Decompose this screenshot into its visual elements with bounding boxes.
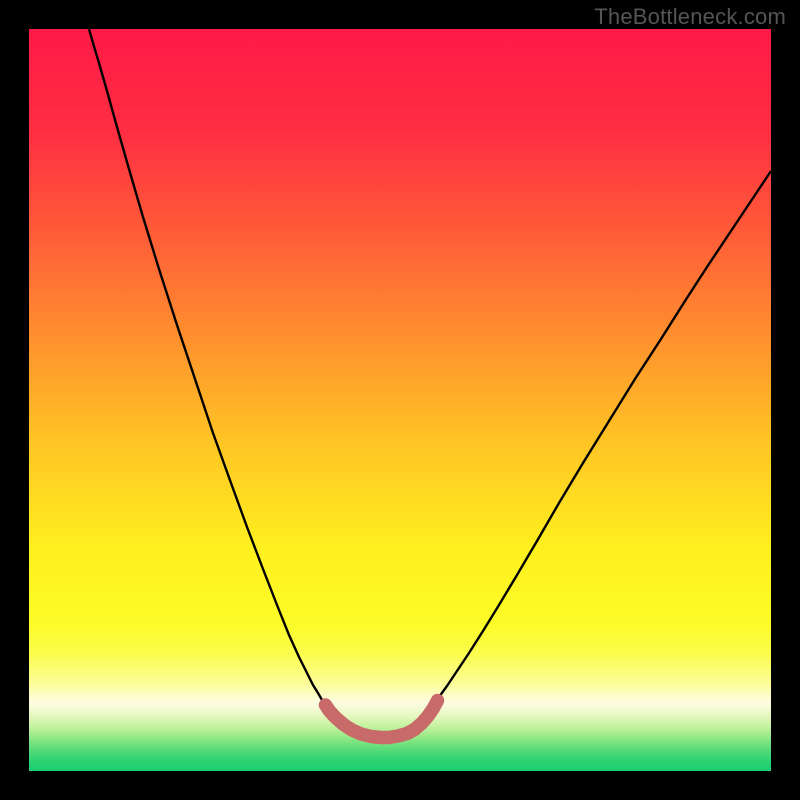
plot-area — [29, 29, 771, 771]
chart-container: TheBottleneck.com — [0, 0, 800, 800]
bottleneck-curve-chart — [29, 29, 771, 771]
gradient-background — [29, 29, 771, 771]
watermark-text: TheBottleneck.com — [594, 4, 786, 30]
